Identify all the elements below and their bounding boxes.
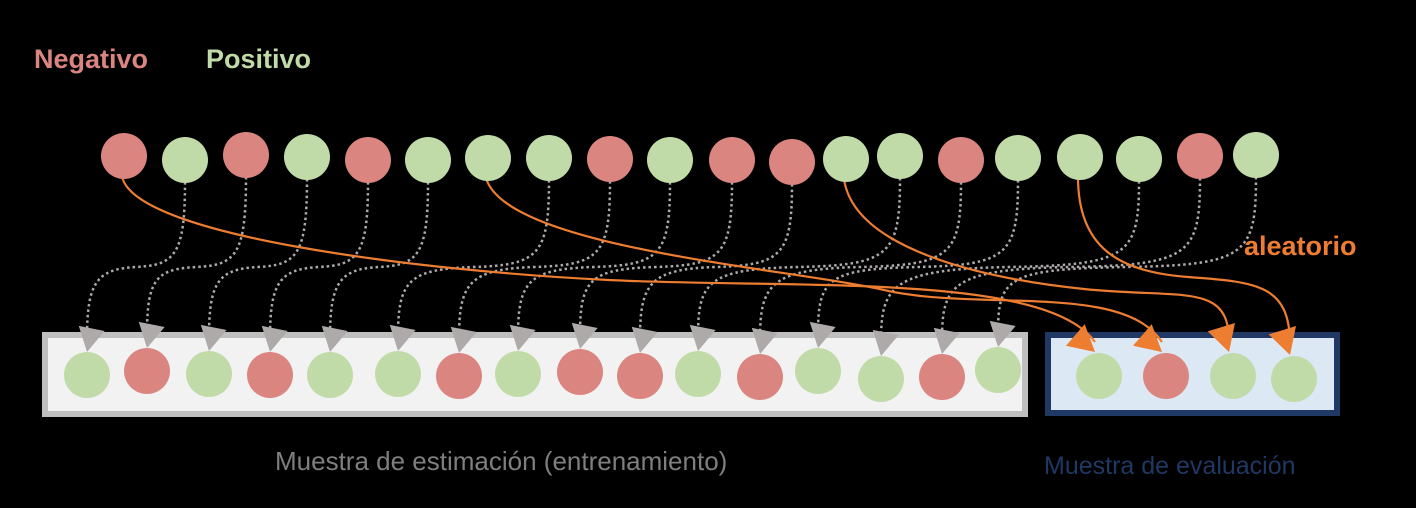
training-negative-circle: [247, 352, 293, 398]
arrowhead-icon: [989, 320, 1016, 347]
sequential-arrow: [758, 181, 963, 341]
arrowhead-icon: [509, 324, 536, 351]
sequential-arrow: [85, 181, 187, 339]
population-positive-circle: [1233, 132, 1279, 178]
arrowhead-icon: [933, 327, 960, 354]
population-positive-circle: [1116, 136, 1162, 182]
arrowhead-icon: [631, 326, 658, 353]
arrowhead-icon: [809, 321, 836, 348]
population-positive-circle: [162, 137, 208, 183]
population-negative-circle: [101, 133, 147, 179]
population-positive-circle: [526, 135, 572, 181]
population-positive-circle: [1057, 134, 1103, 180]
training-sample-label: Muestra de estimación (entrenamiento): [275, 446, 728, 476]
sequential-arrow: [207, 178, 309, 338]
arrowhead-icon: [321, 325, 348, 352]
sequential-arrow: [145, 176, 248, 335]
arrowhead-icon: [261, 325, 288, 352]
training-negative-circle: [124, 348, 170, 394]
training-positive-circle: [675, 351, 721, 397]
arrowhead-icon: [1065, 324, 1095, 352]
sequential-arrow: [638, 183, 794, 340]
arrowhead-icon: [1268, 325, 1297, 355]
arrowhead-icon: [1132, 324, 1162, 352]
training-positive-circle: [975, 347, 1021, 393]
sequential-arrow: [996, 176, 1258, 334]
sequential-arrow: [268, 181, 370, 339]
population-positive-circle: [823, 136, 869, 182]
training-negative-circle: [919, 354, 965, 400]
evaluation-positive-circle: [1210, 353, 1256, 399]
arrowhead-icon: [450, 326, 477, 353]
random-arrow: [484, 177, 1163, 343]
sequential-arrow: [879, 180, 1141, 343]
training-negative-circle: [557, 349, 603, 395]
arrowhead-icon: [1207, 322, 1236, 352]
sequential-arrow: [816, 179, 1020, 335]
arrowhead-icon: [200, 324, 227, 351]
arrowhead-icon: [138, 321, 165, 348]
sequential-arrow: [696, 177, 902, 338]
population-negative-circle: [769, 139, 815, 185]
population-negative-circle: [345, 137, 391, 183]
random-arrow: [842, 178, 1231, 343]
population-negative-circle: [709, 137, 755, 183]
population-positive-circle: [465, 135, 511, 181]
training-positive-circle: [858, 356, 904, 402]
population-negative-circle: [938, 137, 984, 183]
population-negative-circle: [1177, 133, 1223, 179]
arrowhead-icon: [872, 329, 899, 356]
evaluation-negative-circle: [1143, 353, 1189, 399]
training-negative-circle: [617, 353, 663, 399]
population-positive-circle: [995, 135, 1041, 181]
sequential-arrow: [940, 177, 1202, 341]
population-negative-circle: [223, 132, 269, 178]
population-positive-circle: [284, 134, 330, 180]
training-positive-circle: [186, 351, 232, 397]
sequential-arrow: [516, 181, 672, 338]
evaluation-positive-circle: [1076, 353, 1122, 399]
evaluation-positive-circle: [1271, 356, 1317, 402]
training-positive-circle: [495, 351, 541, 397]
legend-positive: Positivo: [206, 44, 312, 74]
evaluation-sample-label: Muestra de evaluación: [1044, 452, 1296, 480]
training-positive-circle: [307, 352, 353, 398]
population-positive-circle: [877, 133, 923, 179]
training-negative-circle: [737, 354, 783, 400]
population-positive-circle: [647, 137, 693, 183]
sequential-arrowheads: [78, 320, 1016, 356]
random-arrow: [1076, 176, 1292, 346]
random-label: aleatorio: [1244, 231, 1357, 261]
training-positive-circle: [375, 351, 421, 397]
arrowhead-icon: [751, 327, 778, 354]
population-positive-circle: [405, 137, 451, 183]
training-negative-circle: [436, 353, 482, 399]
arrowhead-icon: [389, 324, 416, 351]
sequential-arrow: [396, 179, 551, 338]
training-positive-circle: [795, 348, 841, 394]
arrowhead-icon: [689, 324, 716, 351]
sequential-arrow: [457, 180, 612, 340]
arrowhead-icon: [571, 322, 598, 349]
random-arrows: [120, 175, 1292, 346]
sequential-arrow: [578, 181, 734, 336]
random-arrowheads: [1065, 322, 1297, 355]
random-arrow: [120, 175, 1096, 343]
legend-negative: Negativo: [34, 44, 149, 74]
training-positive-circle: [64, 352, 110, 398]
arrowhead-icon: [78, 325, 105, 352]
population-negative-circle: [587, 136, 633, 182]
